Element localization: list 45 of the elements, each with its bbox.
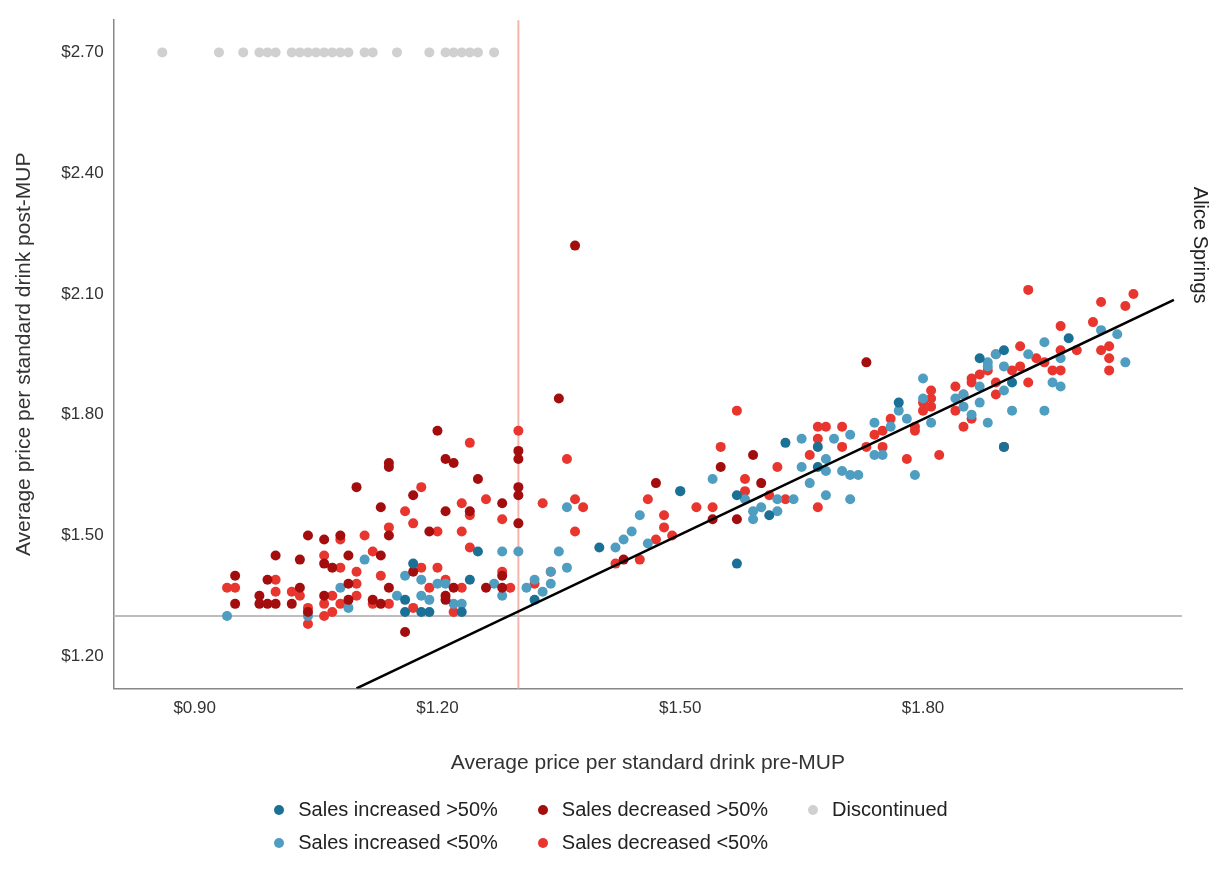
y-tick-label: $1.80 [61,404,104,424]
point [400,594,411,605]
y-tick-label: $2.70 [61,42,104,62]
legend-label: Sales increased <50% [298,831,498,854]
point [157,47,168,58]
point [764,510,775,521]
point [416,606,427,617]
point [343,47,354,58]
point [998,345,1009,356]
point [974,353,985,364]
point [472,546,483,557]
point [1063,333,1074,344]
y-axis-title: Average price per standard drink post-MUP [11,152,35,557]
point [367,47,378,58]
x-tick-label: $1.50 [658,698,702,718]
point [893,397,904,408]
point [238,47,249,58]
point [812,441,823,452]
legend-label: Discontinued [832,798,948,821]
point [213,47,224,58]
x-tick-label: $1.80 [901,698,945,718]
y-tick-label: $2.10 [61,283,104,303]
point [408,558,419,569]
y-tick-label: $1.50 [61,525,104,545]
legend-label: Sales increased >50% [298,798,498,821]
point [400,606,411,617]
y-tick-label: $1.20 [61,645,104,665]
text: Alice Springs [1190,186,1212,304]
point [731,490,742,501]
point [391,47,402,58]
x-axis-title: Average price per standard drink pre-MUP [450,750,845,774]
point [270,47,281,58]
point [464,574,475,585]
point [780,437,791,448]
point [424,47,435,58]
point [489,47,500,58]
legend-label: Sales decreased <50% [561,831,769,854]
point [594,542,605,553]
point [424,606,435,617]
legend-label: Sales decreased >50% [561,798,769,821]
x-tick-label: $0.90 [173,698,216,718]
y-tick-label: $2.40 [61,162,104,182]
point [456,606,467,617]
point [731,558,742,569]
x-tick-label: $1.20 [416,698,459,718]
